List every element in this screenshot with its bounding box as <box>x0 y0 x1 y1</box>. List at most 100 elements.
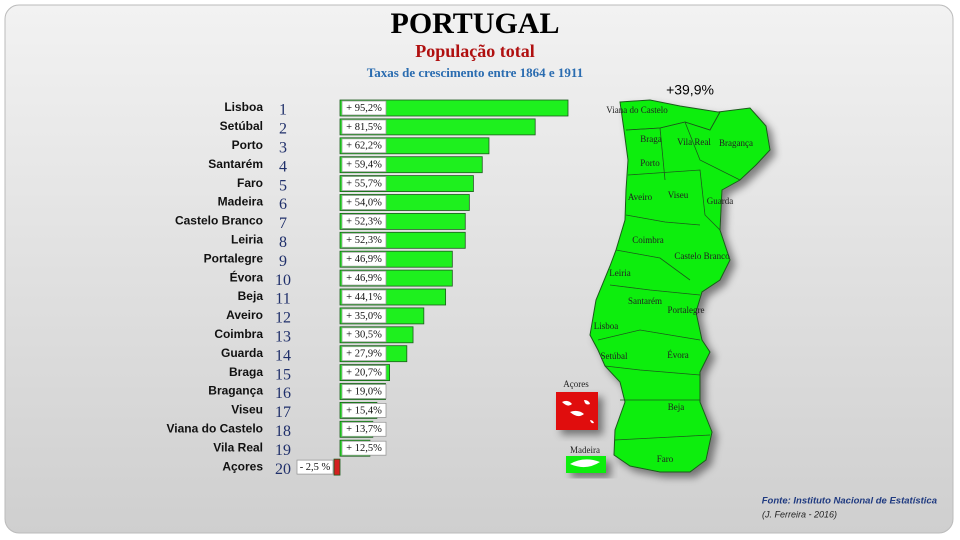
value-label-box <box>341 384 387 399</box>
map-label: Bragança <box>719 138 753 148</box>
value-label: + 52,3% <box>346 235 382 246</box>
value-label: + 30,5% <box>346 330 382 341</box>
map-total: +39,9% <box>666 82 714 98</box>
category-label: Madeira <box>218 195 264 209</box>
value-label-box <box>341 232 387 248</box>
category-label: Guarda <box>221 346 263 360</box>
value-label-box <box>341 157 387 173</box>
value-label: + 15,4% <box>346 405 382 416</box>
author: (J. Ferreira - 2016) <box>762 509 837 519</box>
map-label: Madeira <box>570 445 600 455</box>
value-label: + 55,7% <box>346 179 382 190</box>
map-label: Évora <box>667 350 689 360</box>
value-label: + 20,7% <box>346 368 382 379</box>
background <box>4 4 954 534</box>
category-label: Viana do Castelo <box>167 421 263 435</box>
rank: 19 <box>275 442 291 459</box>
map-label: Santarém <box>628 296 662 306</box>
rank: 20 <box>275 461 291 478</box>
value-label: + 27,9% <box>346 349 382 360</box>
category-label: Açores <box>222 459 263 473</box>
azores-islands <box>562 400 594 424</box>
value-label: + 44,1% <box>346 292 382 303</box>
map-label: Braga <box>640 134 662 144</box>
category-label: Castelo Branco <box>175 214 263 228</box>
rank: 10 <box>275 272 291 289</box>
value-label: + 59,4% <box>346 160 382 171</box>
rank: 7 <box>279 215 287 232</box>
source: Fonte: Instituto Nacional de Estatística <box>762 496 937 507</box>
category-label: Aveiro <box>226 308 263 322</box>
value-label-box <box>341 402 387 418</box>
value-label-box <box>341 195 387 210</box>
map-label: Viseu <box>668 190 689 200</box>
rank: 8 <box>279 234 287 251</box>
value-label: + 13,7% <box>346 424 382 435</box>
caption: Taxas de crescimento entre 1864 e 1911 <box>367 65 583 80</box>
value-label: + 62,2% <box>346 141 382 152</box>
value-label: + 35,0% <box>346 311 382 322</box>
map-label: Aveiro <box>628 192 653 202</box>
map-label: Porto <box>640 158 660 168</box>
category-label: Setúbal <box>220 119 263 133</box>
value-label: + 95,2% <box>346 103 382 114</box>
value-label-box <box>341 100 387 116</box>
value-label-box <box>341 346 387 362</box>
category-label: Lisboa <box>224 100 263 114</box>
category-label: Faro <box>237 176 263 190</box>
category-label: Leiria <box>231 232 263 246</box>
rank: 12 <box>275 310 291 327</box>
value-label: + 54,0% <box>346 197 382 208</box>
value-label: + 46,9% <box>346 273 382 284</box>
map-label: Açores <box>563 379 589 389</box>
map-label: Vila Real <box>677 137 711 147</box>
rank: 18 <box>275 423 291 440</box>
map <box>589 99 771 473</box>
map-label: Setúbal <box>601 351 628 361</box>
category-label: Bragança <box>208 384 263 398</box>
rank: 14 <box>275 347 291 364</box>
category-label: Évora <box>230 269 264 284</box>
title: PORTUGAL <box>391 7 560 40</box>
map-label: Castelo Branco <box>674 251 730 261</box>
value-label-box <box>341 308 387 324</box>
category-label: Vila Real <box>213 440 263 454</box>
map-label: Leiria <box>609 268 631 278</box>
value-label: + 19,0% <box>346 386 382 397</box>
rank: 5 <box>279 177 287 194</box>
bar <box>333 458 341 476</box>
value-label: + 81,5% <box>346 122 382 133</box>
category-label: Beja <box>238 289 264 303</box>
value-label-box <box>341 213 387 229</box>
value-label: - 2,5 % <box>300 462 331 473</box>
subtitle: População total <box>415 41 535 61</box>
map-label: Lisboa <box>594 321 619 331</box>
value-label: + 46,9% <box>346 254 382 265</box>
map-label: Viana do Castelo <box>606 105 668 115</box>
value-label-box <box>341 421 387 437</box>
category-label: Santarém <box>208 157 263 171</box>
bar <box>339 99 569 117</box>
rank: 3 <box>279 139 287 156</box>
value-label-box <box>341 440 387 456</box>
value-label-box <box>296 459 334 475</box>
rank: 4 <box>279 158 287 175</box>
value-label-box <box>341 176 387 192</box>
value-label-box <box>341 138 387 154</box>
map-label: Faro <box>657 454 674 464</box>
category-label: Braga <box>229 365 263 379</box>
category-label: Portalegre <box>204 251 264 265</box>
map-label: Coimbra <box>632 235 664 245</box>
value-label-box <box>341 251 387 267</box>
rank: 15 <box>275 366 291 383</box>
value-label-box <box>341 365 387 381</box>
rank: 1 <box>279 102 287 119</box>
rank: 11 <box>275 291 290 308</box>
value-label-box <box>341 289 387 305</box>
map-label: Guarda <box>707 196 734 206</box>
rank: 6 <box>279 196 287 213</box>
value-label-box <box>341 270 387 286</box>
rank: 17 <box>275 404 291 421</box>
category-label: Viseu <box>231 403 263 417</box>
rank: 16 <box>275 385 291 402</box>
